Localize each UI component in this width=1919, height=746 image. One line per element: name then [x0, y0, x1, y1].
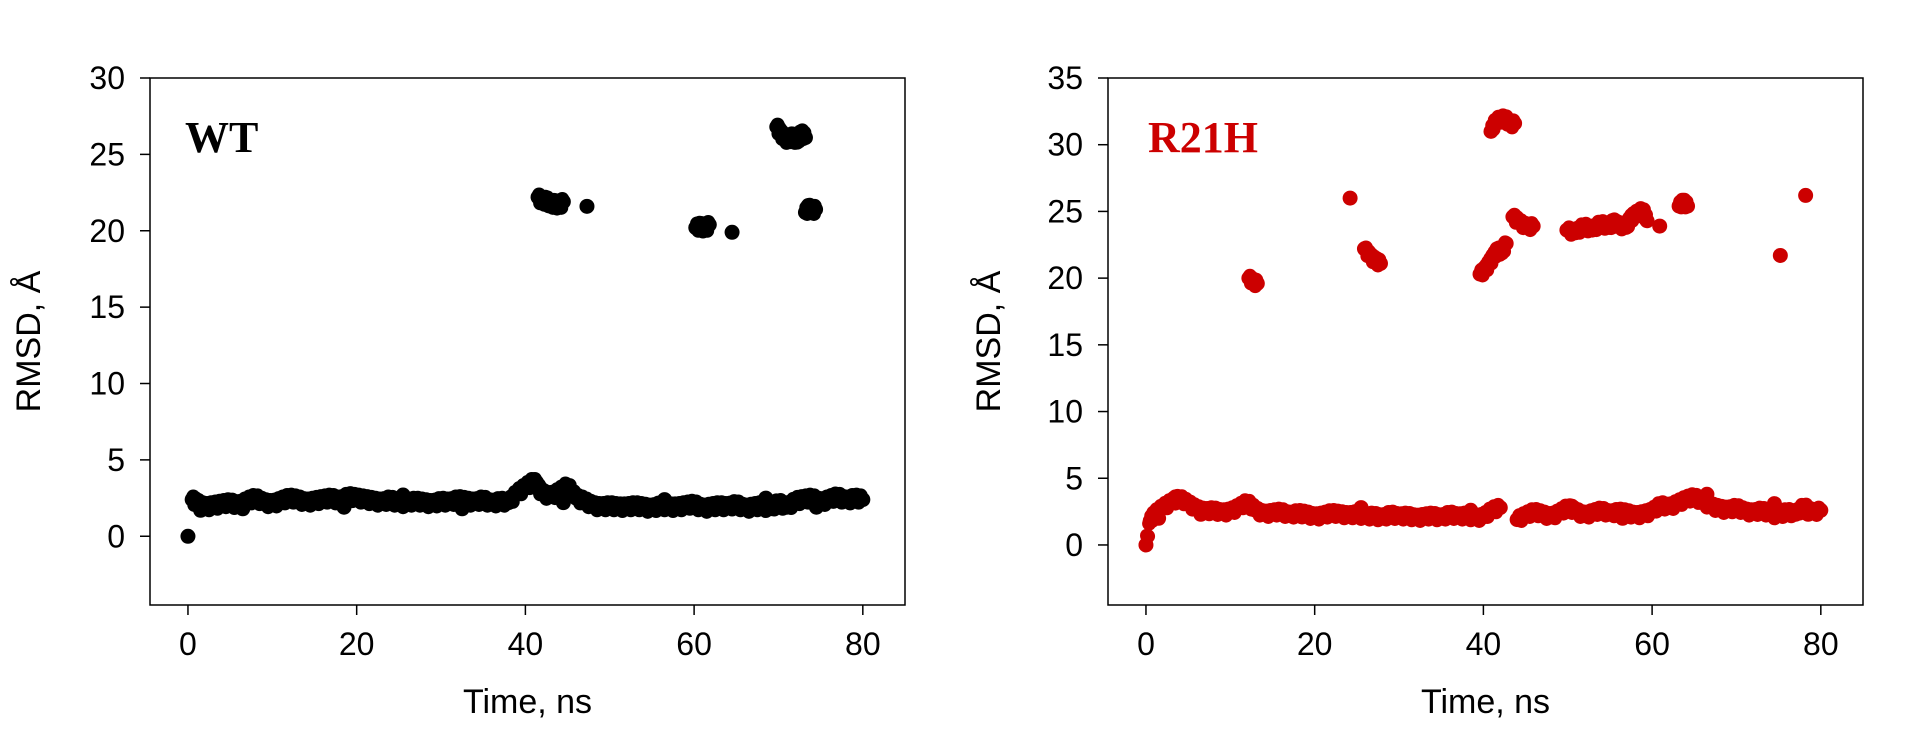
r21h-data-point [1679, 194, 1694, 209]
wt-data-point [724, 224, 740, 240]
r21h-y-tick-label: 15 [1047, 327, 1083, 363]
wt-y-tick-label: 0 [107, 518, 125, 554]
wt-x-tick-label: 40 [508, 626, 544, 662]
wt-panel: 0 20 40 60 80 0 5 10 15 20 25 30 Time, ns RMSD, Å WT [10, 60, 906, 721]
r21h-data-point [1772, 247, 1788, 263]
wt-data-point [579, 198, 595, 214]
r21h-data-point [1638, 207, 1653, 222]
r21h-x-tick-label: 60 [1634, 626, 1670, 662]
wt-y-tick-label: 15 [89, 289, 125, 325]
wt-x-tick-label: 60 [676, 626, 712, 662]
r21h-y-tick-label: 5 [1065, 460, 1083, 496]
r21h-y-axis-label: RMSD, Å [970, 270, 1008, 412]
wt-y-axis-label: RMSD, Å [10, 270, 48, 412]
r21h-x-tick-label: 80 [1803, 626, 1839, 662]
wt-y-tick-label: 20 [89, 213, 125, 249]
wt-panel-label: WT [185, 113, 258, 162]
wt-data-point [797, 125, 812, 140]
r21h-y-tick-label: 25 [1047, 193, 1083, 229]
r21h-y-tick-label: 30 [1047, 127, 1083, 163]
wt-points [180, 117, 871, 544]
r21h-data-point [1811, 500, 1826, 515]
wt-x-tick-label: 0 [179, 626, 197, 662]
r21h-y-tick-label: 35 [1047, 60, 1083, 96]
r21h-x-tick-label: 0 [1137, 626, 1155, 662]
r21h-data-point [1652, 218, 1668, 234]
wt-y-tick-label: 30 [89, 60, 125, 96]
r21h-panel: 0 20 40 60 80 0 5 10 15 20 25 30 35 Time, ns RMSD, Å R2… [970, 60, 1864, 721]
r21h-plot-frame [1107, 77, 1864, 606]
wt-plot-frame [149, 77, 906, 606]
r21h-x-tick-label: 20 [1297, 626, 1333, 662]
wt-data-point [853, 488, 868, 503]
r21h-data-point [1798, 187, 1814, 203]
r21h-data-point [1372, 252, 1387, 267]
r21h-y-tick-label: 20 [1047, 260, 1083, 296]
wt-x-axis-label: Time, ns [463, 683, 592, 721]
wt-data-point [180, 528, 196, 544]
r21h-y-tick-label: 10 [1047, 394, 1083, 430]
r21h-data-point [1498, 235, 1513, 250]
r21h-x-tick-label: 40 [1466, 626, 1502, 662]
wt-y-tick-label: 10 [89, 366, 125, 402]
r21h-data-point [1524, 216, 1539, 231]
wt-data-point [701, 214, 716, 229]
wt-x-tick-label: 20 [339, 626, 375, 662]
wt-data-point [555, 192, 570, 207]
r21h-data-point [1506, 113, 1521, 128]
r21h-data-point [1491, 497, 1506, 512]
r21h-data-point [1141, 529, 1156, 544]
wt-y-tick-label: 5 [107, 442, 125, 478]
r21h-panel-label: R21H [1148, 113, 1258, 162]
wt-x-tick-label: 80 [845, 626, 881, 662]
wt-y-tick-label: 25 [89, 136, 125, 172]
r21h-data-point [1342, 190, 1358, 206]
r21h-points [1138, 108, 1829, 553]
r21h-x-axis-label: Time, ns [1421, 683, 1550, 721]
r21h-y-tick-label: 0 [1065, 527, 1083, 563]
r21h-data-point [1249, 272, 1264, 287]
wt-data-point [807, 198, 822, 213]
